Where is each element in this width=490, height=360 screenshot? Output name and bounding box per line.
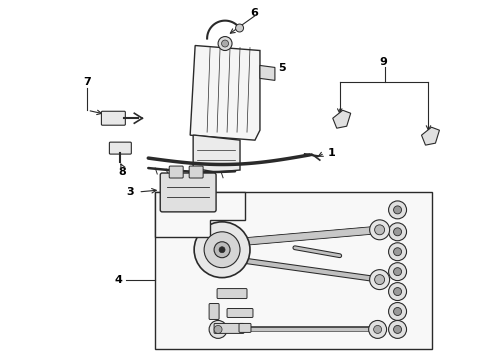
Circle shape: [209, 320, 227, 338]
FancyBboxPatch shape: [160, 173, 216, 212]
Polygon shape: [333, 110, 351, 128]
FancyBboxPatch shape: [227, 309, 253, 318]
Circle shape: [218, 37, 232, 50]
Circle shape: [393, 248, 401, 256]
Text: 2: 2: [174, 180, 182, 190]
Text: 4: 4: [115, 275, 122, 285]
Circle shape: [393, 206, 401, 214]
Circle shape: [219, 247, 225, 253]
Bar: [155, 192, 433, 349]
Polygon shape: [421, 127, 440, 145]
FancyBboxPatch shape: [109, 142, 131, 154]
Circle shape: [214, 242, 230, 258]
FancyBboxPatch shape: [217, 289, 247, 298]
Text: 1: 1: [328, 148, 336, 158]
Circle shape: [389, 302, 407, 320]
Circle shape: [375, 225, 385, 235]
Circle shape: [204, 232, 240, 268]
Polygon shape: [155, 192, 245, 237]
Text: 9: 9: [380, 58, 388, 67]
Circle shape: [236, 24, 244, 32]
Circle shape: [393, 307, 401, 315]
FancyBboxPatch shape: [169, 166, 183, 178]
FancyBboxPatch shape: [239, 323, 251, 332]
Circle shape: [369, 220, 390, 240]
Text: 7: 7: [84, 77, 91, 87]
Text: 5: 5: [278, 63, 286, 73]
Circle shape: [389, 320, 407, 338]
Circle shape: [368, 320, 387, 338]
Circle shape: [375, 275, 385, 285]
Text: 3: 3: [126, 187, 134, 197]
Text: 6: 6: [250, 8, 258, 18]
Circle shape: [389, 283, 407, 301]
Polygon shape: [190, 45, 260, 140]
FancyBboxPatch shape: [209, 303, 219, 319]
Polygon shape: [193, 135, 240, 172]
Circle shape: [389, 223, 407, 241]
Circle shape: [393, 268, 401, 276]
Text: 8: 8: [119, 167, 126, 177]
Circle shape: [214, 325, 222, 333]
Circle shape: [393, 288, 401, 296]
Circle shape: [221, 40, 228, 47]
Circle shape: [389, 201, 407, 219]
Circle shape: [393, 228, 401, 236]
Circle shape: [389, 263, 407, 280]
Circle shape: [389, 243, 407, 261]
FancyBboxPatch shape: [189, 166, 203, 178]
Circle shape: [369, 270, 390, 289]
Circle shape: [194, 222, 250, 278]
Polygon shape: [260, 66, 275, 80]
FancyBboxPatch shape: [101, 111, 125, 125]
FancyBboxPatch shape: [214, 323, 244, 333]
Circle shape: [393, 325, 401, 333]
Circle shape: [374, 325, 382, 333]
